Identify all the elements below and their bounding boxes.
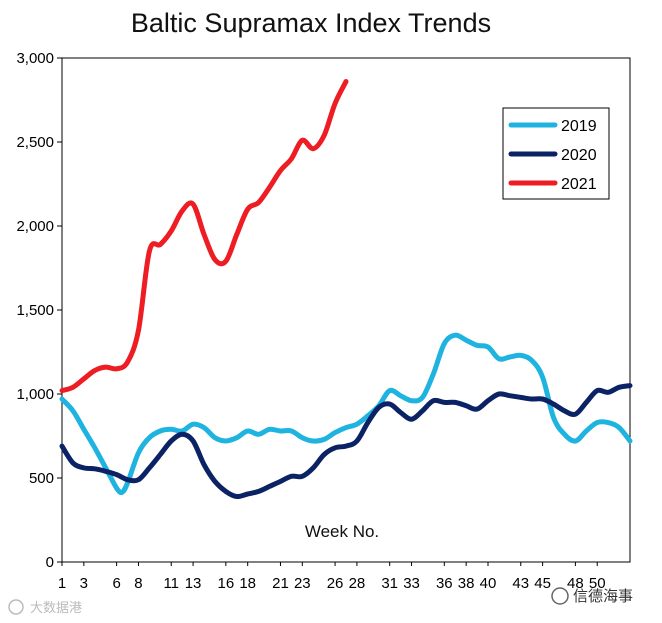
x-tick-label: 38 [458, 575, 475, 592]
x-tick-label: 28 [349, 575, 366, 592]
y-tick-label: 2,000 [16, 218, 54, 235]
watermark-bottom-left: 大数据港 [30, 601, 82, 616]
x-tick-label: 50 [589, 575, 606, 592]
x-tick-label: 18 [239, 575, 256, 592]
x-tick-label: 36 [436, 575, 453, 592]
series-line-2019 [59, 332, 633, 496]
x-tick-label: 26 [327, 575, 344, 592]
x-tick-label: 11 [163, 575, 179, 592]
x-tick-label: 43 [512, 575, 529, 592]
legend-label-2019: 2019 [561, 118, 597, 135]
weibo-icon [8, 599, 24, 615]
watermark-bottom-right: 信德海事 [573, 587, 633, 605]
x-tick-label: 48 [567, 575, 584, 592]
x-tick-label: 45 [534, 575, 551, 592]
wechat-icon [551, 587, 569, 605]
x-tick-label: 8 [134, 575, 142, 592]
x-tick-label: 31 [381, 575, 398, 592]
series-line-2021 [59, 79, 349, 394]
y-tick-label: 3,000 [16, 50, 54, 67]
chart-title: Baltic Supramax Index Trends [130, 8, 492, 38]
x-tick-label: 21 [272, 575, 289, 592]
x-tick-label: 13 [185, 575, 202, 592]
x-tick-label: 23 [294, 575, 311, 592]
x-axis-title: Week No. [305, 522, 379, 541]
x-tick-label: 33 [403, 575, 420, 592]
y-tick-label: 0 [46, 554, 54, 571]
x-tick-label: 3 [80, 575, 88, 592]
y-tick-label: 2,500 [16, 134, 54, 151]
legend-label-2021: 2021 [561, 176, 597, 193]
x-tick-label: 6 [112, 575, 120, 592]
y-tick-label: 1,500 [16, 302, 54, 319]
series-line-2020 [59, 383, 633, 500]
legend-label-2020: 2020 [561, 147, 597, 164]
x-tick-label: 1 [58, 575, 66, 592]
x-tick-label: 40 [480, 575, 497, 592]
y-tick-label: 500 [29, 470, 54, 487]
x-tick-label: 16 [218, 575, 235, 592]
y-tick-label: 1,000 [16, 386, 54, 403]
